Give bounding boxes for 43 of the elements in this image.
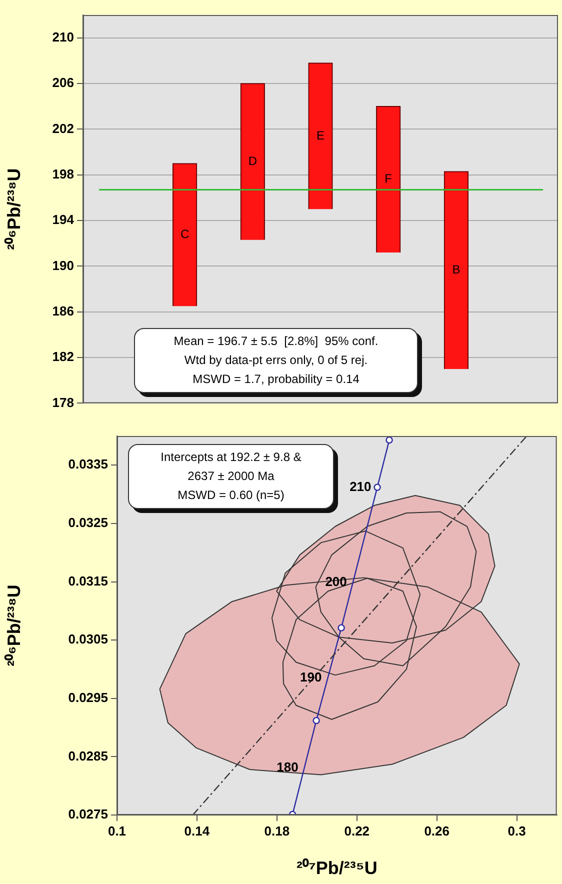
y-tick-label: 178: [52, 394, 74, 410]
y-tick-label: 202: [52, 120, 74, 136]
y-tick-label: 0.0335: [68, 456, 108, 472]
point: [386, 436, 393, 444]
y-tick-label: 0.0315: [68, 573, 108, 588]
point: [312, 716, 320, 724]
point: [374, 484, 381, 491]
x-tick-label: E: [316, 128, 325, 142]
y-tick-label: 182: [52, 349, 74, 364]
y-axis-title: ²⁰⁶Pb/²³⁸U: [4, 584, 24, 666]
y-tick-label: 198: [52, 166, 74, 182]
y-tick-label: 206: [52, 75, 74, 90]
x-tick-label: 0.22: [344, 823, 370, 838]
y-tick-label: 190: [52, 258, 74, 273]
annotation: 180: [276, 759, 298, 774]
annotation: MSWD = 1.7, probability = 0.14: [192, 371, 360, 388]
y-axis-title: ²⁰⁶Pb/²³⁸U: [4, 168, 24, 250]
annotation: Intercepts at 192.2 ± 9.8 &: [160, 449, 302, 466]
point: [338, 624, 345, 632]
x-tick-label: 0.14: [184, 823, 210, 838]
x-tick-label: 0.3: [508, 823, 526, 838]
x-tick-label: 0.18: [264, 823, 290, 838]
y-tick-label: 194: [52, 212, 75, 228]
y-tick-label: 210: [52, 29, 74, 44]
x-tick-label: 0.1: [108, 823, 126, 838]
y-tick-label: 0.0285: [68, 748, 108, 764]
x-tick-label: 0.26: [424, 823, 450, 838]
x-tick-label: D: [248, 154, 258, 168]
annotation: Mean = 196.7 ± 5.5 [2.8%] 95% conf.: [172, 333, 380, 350]
x-axis-title: ²⁰⁷Pb/²³⁵U: [296, 858, 378, 878]
annotation: 190: [300, 670, 322, 685]
y-tick-label: 0.0275: [68, 806, 108, 822]
annotation: 2637 ± 2000 Ma: [186, 468, 276, 485]
x-tick-label: C: [180, 227, 190, 242]
y-tick-label: 0.0325: [68, 515, 108, 530]
y-tick-label: 0.0305: [68, 632, 108, 647]
annotation: MSWD = 0.60 (n=5): [176, 487, 286, 504]
annotation: Wtd by data-pt errs only, 0 of 5 rej.: [183, 352, 369, 369]
x-tick-label: F: [384, 172, 392, 186]
y-tick-label: 186: [52, 303, 74, 318]
x-tick-label: B: [452, 262, 460, 276]
annotation: 210: [350, 478, 372, 494]
y-tick-label: 0.0295: [68, 690, 108, 705]
